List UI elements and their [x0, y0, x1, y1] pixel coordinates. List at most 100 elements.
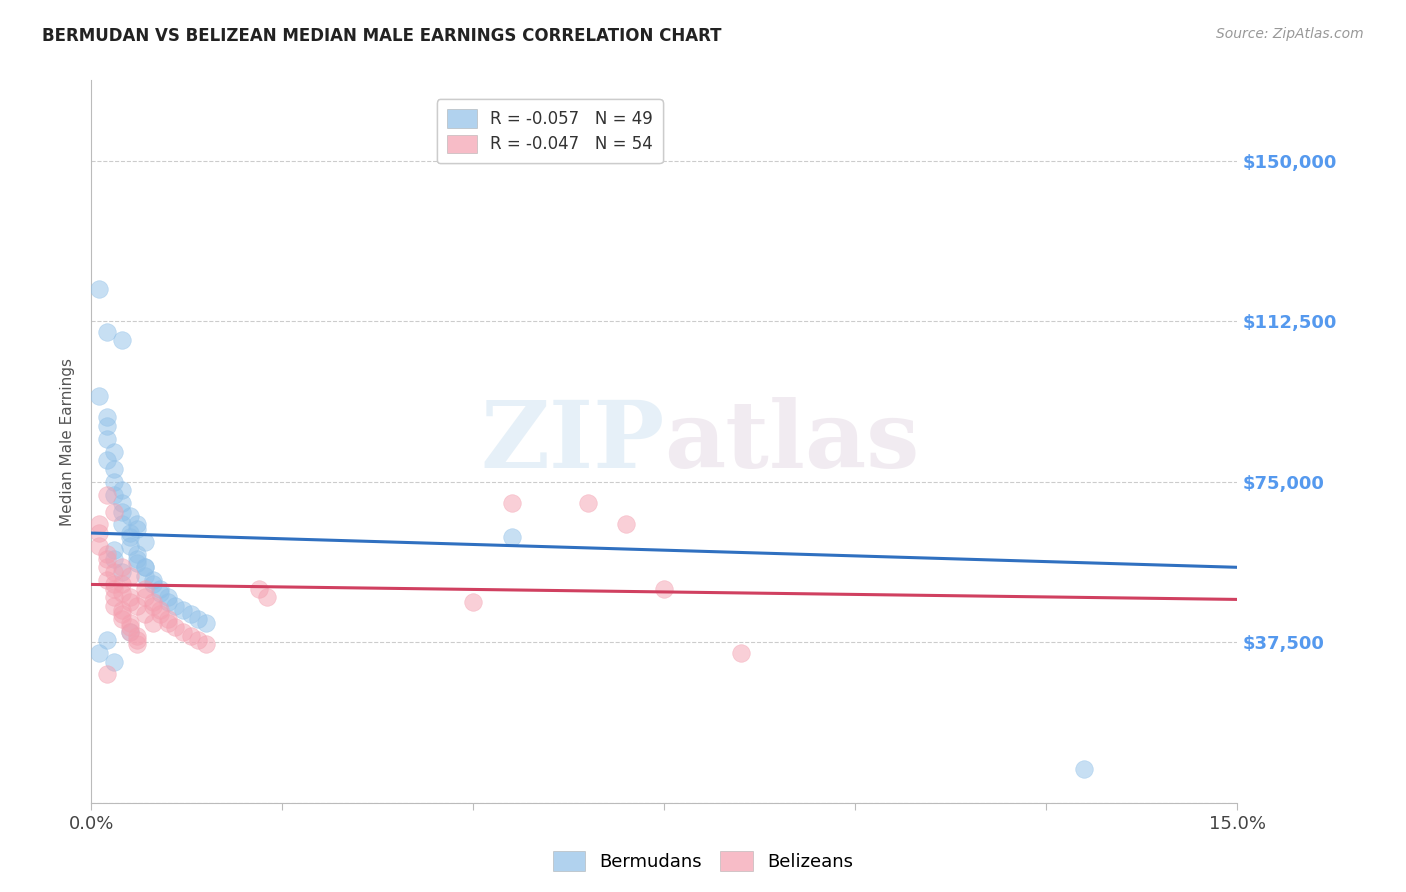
Point	[103, 577, 125, 591]
Point	[134, 591, 156, 605]
Point	[165, 620, 187, 634]
Point	[96, 560, 118, 574]
Point	[134, 560, 156, 574]
Point	[730, 646, 752, 660]
Point	[111, 505, 134, 519]
Point	[134, 569, 156, 583]
Point	[111, 496, 134, 510]
Point	[127, 517, 149, 532]
Point	[103, 543, 125, 558]
Point	[165, 599, 187, 613]
Point	[149, 582, 172, 596]
Point	[96, 325, 118, 339]
Point	[249, 582, 271, 596]
Point	[111, 560, 134, 574]
Point	[103, 655, 125, 669]
Point	[87, 539, 110, 553]
Point	[87, 526, 110, 541]
Point	[156, 594, 179, 608]
Point	[87, 282, 110, 296]
Point	[652, 582, 675, 596]
Point	[103, 582, 125, 596]
Point	[149, 607, 172, 622]
Point	[111, 607, 134, 622]
Point	[141, 599, 163, 613]
Point	[187, 612, 209, 626]
Point	[194, 637, 217, 651]
Point	[149, 586, 172, 600]
Point	[127, 633, 149, 648]
Point	[127, 599, 149, 613]
Point	[96, 453, 118, 467]
Legend: Bermudans, Belizeans: Bermudans, Belizeans	[546, 844, 860, 879]
Point	[103, 475, 125, 489]
Point	[96, 667, 118, 681]
Point	[118, 594, 141, 608]
Point	[141, 577, 163, 591]
Point	[172, 603, 194, 617]
Point	[103, 505, 125, 519]
Point	[156, 615, 179, 630]
Point	[172, 624, 194, 639]
Point	[96, 487, 118, 501]
Point	[111, 612, 134, 626]
Point	[127, 629, 149, 643]
Point	[103, 444, 125, 458]
Point	[118, 508, 141, 523]
Point	[118, 620, 141, 634]
Point	[187, 633, 209, 648]
Point	[134, 534, 156, 549]
Point	[1073, 762, 1095, 776]
Point	[103, 591, 125, 605]
Point	[118, 526, 141, 541]
Point	[96, 551, 118, 566]
Point	[103, 551, 125, 566]
Point	[111, 483, 134, 498]
Point	[463, 594, 485, 608]
Point	[141, 594, 163, 608]
Y-axis label: Median Male Earnings: Median Male Earnings	[60, 358, 76, 525]
Point	[87, 389, 110, 403]
Point	[180, 607, 202, 622]
Point	[96, 548, 118, 562]
Point	[111, 565, 134, 579]
Point	[118, 624, 141, 639]
Legend: R = -0.057   N = 49, R = -0.047   N = 54: R = -0.057 N = 49, R = -0.047 N = 54	[437, 99, 662, 163]
Point	[127, 522, 149, 536]
Point	[111, 586, 134, 600]
Point	[180, 629, 202, 643]
Point	[501, 530, 523, 544]
Point	[87, 517, 110, 532]
Point	[141, 573, 163, 587]
Point	[103, 599, 125, 613]
Text: atlas: atlas	[664, 397, 920, 486]
Point	[156, 591, 179, 605]
Point	[141, 615, 163, 630]
Point	[614, 517, 637, 532]
Point	[103, 462, 125, 476]
Point	[111, 577, 134, 591]
Point	[96, 410, 118, 425]
Point	[96, 633, 118, 648]
Point	[118, 591, 141, 605]
Point	[134, 607, 156, 622]
Point	[103, 565, 125, 579]
Point	[96, 432, 118, 446]
Point	[118, 569, 141, 583]
Point	[118, 624, 141, 639]
Text: ZIP: ZIP	[479, 397, 664, 486]
Text: BERMUDAN VS BELIZEAN MEDIAN MALE EARNINGS CORRELATION CHART: BERMUDAN VS BELIZEAN MEDIAN MALE EARNING…	[42, 27, 721, 45]
Point	[576, 496, 599, 510]
Point	[134, 582, 156, 596]
Point	[118, 530, 141, 544]
Point	[156, 612, 179, 626]
Point	[501, 496, 523, 510]
Point	[127, 637, 149, 651]
Point	[256, 591, 278, 605]
Point	[111, 517, 134, 532]
Point	[118, 615, 141, 630]
Point	[194, 615, 217, 630]
Point	[103, 487, 125, 501]
Point	[127, 548, 149, 562]
Point	[127, 551, 149, 566]
